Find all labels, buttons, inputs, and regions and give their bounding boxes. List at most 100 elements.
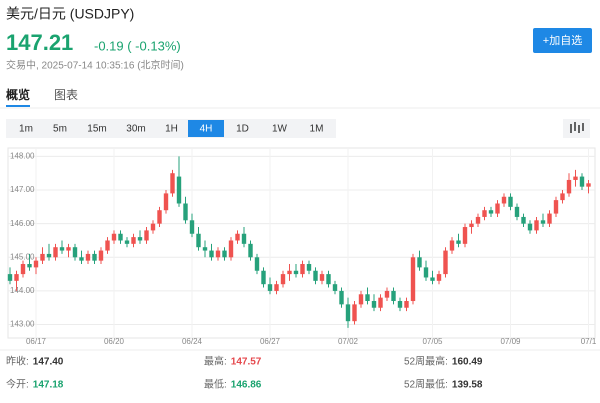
candle-body — [118, 233, 123, 241]
candle-body — [196, 233, 201, 248]
candle-body — [547, 213, 552, 224]
x-tick-label: 06/20 — [104, 337, 125, 346]
candle-body — [586, 183, 591, 187]
candle-body — [410, 257, 416, 302]
candle-body — [391, 290, 396, 302]
candle-body — [397, 301, 403, 308]
candle-body — [66, 247, 71, 251]
candle-body — [157, 210, 162, 224]
candle-body — [131, 237, 136, 244]
candle-body — [560, 193, 565, 201]
candle-body — [53, 247, 58, 258]
period-selected[interactable] — [188, 120, 224, 137]
candle-body — [261, 270, 266, 285]
price: 147.21 — [6, 30, 73, 55]
candle-body — [345, 304, 351, 322]
y-tick-label: 144.00 — [10, 286, 35, 295]
candle-body — [469, 223, 474, 228]
candle-body — [566, 179, 572, 194]
add-button-label[interactable]: +加自选 — [543, 34, 582, 47]
candle-body — [488, 210, 494, 214]
stat-value: 146.86 — [231, 380, 262, 391]
candle-body — [508, 196, 513, 207]
candle-body — [365, 294, 370, 302]
candle-body — [553, 200, 559, 214]
candle-body — [579, 176, 585, 187]
candle-body — [521, 216, 526, 224]
stat-label: 最低: — [204, 378, 227, 391]
candle-body — [339, 290, 344, 305]
candle-body — [293, 270, 299, 275]
candle-body — [59, 247, 65, 251]
chart-type-button[interactable] — [563, 119, 590, 138]
period-button[interactable]: 1M — [310, 124, 324, 135]
candle-body — [456, 240, 461, 244]
plot-border — [7, 147, 596, 339]
candle-body — [300, 264, 305, 275]
candle-body — [514, 206, 520, 217]
candle-body — [423, 267, 429, 278]
candle-body — [79, 257, 84, 261]
stat-label: 52周最低: — [404, 378, 448, 391]
candle-body — [137, 237, 143, 241]
candle-body — [358, 294, 364, 305]
x-tick-label: 07/05 — [422, 337, 443, 346]
candle-body — [183, 203, 188, 221]
x-tick-label: 07/09 — [500, 337, 521, 346]
candle-body — [228, 240, 234, 258]
tab[interactable]: 概览 — [6, 87, 30, 102]
candle-body — [378, 297, 383, 308]
candle-body — [384, 290, 390, 298]
candle-body — [495, 203, 500, 214]
period-button[interactable]: 1W — [272, 124, 288, 135]
candle-body — [267, 284, 273, 291]
candle-body — [150, 223, 156, 231]
candle-body — [222, 250, 227, 258]
add-button[interactable] — [533, 28, 592, 53]
candle-body — [371, 301, 377, 308]
period-button[interactable]: 1m — [19, 124, 33, 135]
tab-underline — [6, 105, 30, 107]
period-button[interactable]: 4H — [200, 124, 213, 135]
candle-body — [46, 253, 52, 258]
candle-body — [501, 196, 507, 204]
stat-value: 147.18 — [33, 380, 64, 391]
candle-body — [20, 264, 26, 275]
candle-body — [462, 227, 468, 244]
period-button[interactable]: 1D — [236, 124, 249, 135]
candle-body — [417, 257, 422, 268]
candle-body — [176, 176, 182, 204]
candle-body — [105, 240, 110, 251]
candle-body — [14, 274, 19, 281]
y-tick-label: 143.00 — [10, 320, 35, 329]
candle-body — [111, 233, 117, 241]
period-button[interactable]: 15m — [87, 124, 106, 135]
y-tick-label: 145.00 — [10, 252, 35, 261]
period-button[interactable]: 5m — [53, 124, 67, 135]
period-button[interactable]: 1H — [165, 124, 178, 135]
candle-body — [475, 216, 481, 224]
stat-label: 52周最高: — [404, 355, 448, 368]
price-change: -0.19 ( -0.13%) — [94, 38, 181, 53]
candle-body — [404, 301, 409, 308]
tab[interactable]: 图表 — [54, 88, 78, 102]
candle-body — [319, 274, 325, 281]
candle-body — [170, 173, 175, 194]
candle-body — [189, 220, 195, 234]
candle-body — [7, 274, 13, 281]
chart-type-icon[interactable] — [570, 122, 584, 133]
candle-body — [248, 243, 253, 258]
stat-label: 最高: — [204, 355, 227, 368]
candle-body — [443, 250, 448, 275]
candle-body — [235, 233, 240, 241]
candle-body — [280, 274, 286, 285]
candle-body — [313, 270, 318, 281]
period-button[interactable]: 30m — [126, 124, 145, 135]
candle-body — [98, 250, 104, 261]
x-tick-label: 06/24 — [182, 337, 203, 346]
candle-body — [274, 284, 279, 291]
candle-body — [332, 284, 338, 291]
candle-body — [254, 257, 260, 271]
stat-label: 今开: — [6, 378, 29, 391]
